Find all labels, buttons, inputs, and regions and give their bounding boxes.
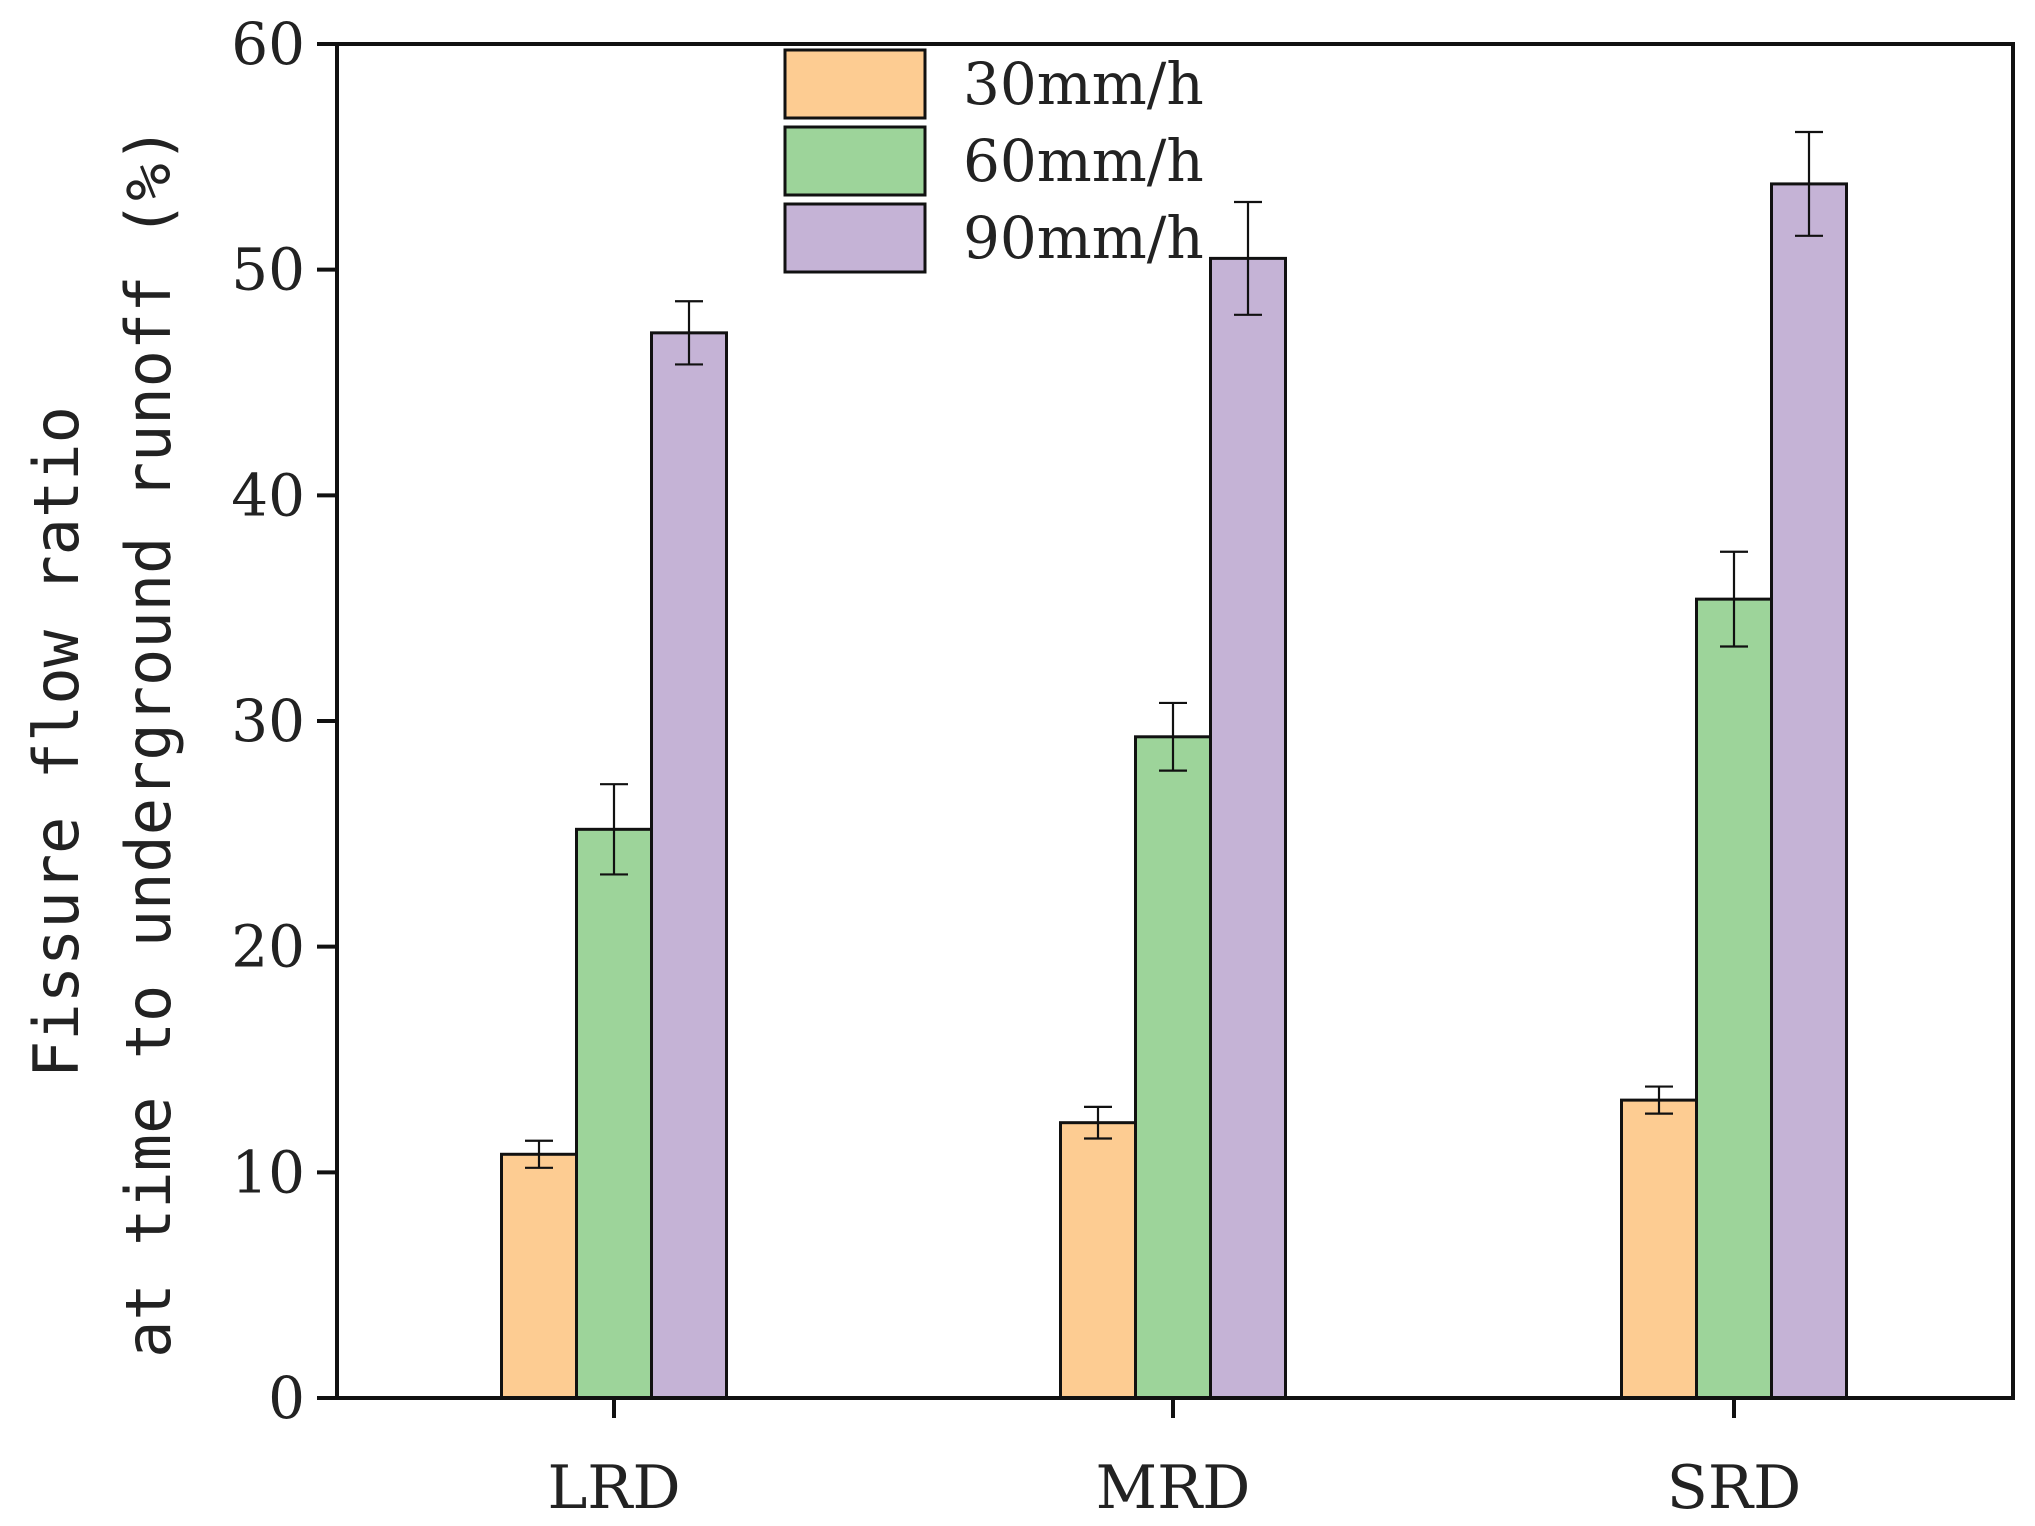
y-tick-label-40: 40 [231,461,305,529]
x-tick-label-mrd: MRD [1096,1453,1251,1523]
plot-area [500,130,1848,1400]
bar-lrd-30mm-h [500,1152,578,1400]
y-tick-label-60: 60 [231,10,305,78]
error-bar-lrd-30mm-h [525,1139,553,1169]
y-tick-label-0: 0 [268,1364,305,1432]
axes: 0 10 20 30 40 50 60 LRD MRD SRD [231,10,2015,1523]
error-bar-mrd-30mm-h [1084,1105,1112,1140]
x-tick-label-srd: SRD [1667,1453,1801,1523]
bar-srd-60mm-h [1695,597,1773,1400]
error-bar-mrd-90mm-h [1234,200,1262,316]
error-bar-srd-30mm-h [1645,1085,1673,1115]
error-bar-srd-60mm-h [1720,550,1748,648]
error-bar-srd-90mm-h [1795,130,1823,237]
y-axis-title-line-2: at time to underground runoff (%) [112,126,185,1358]
legend-label: 90mm/h [963,204,1204,272]
y-tick-label-20: 20 [231,913,305,981]
legend-item-30mm-h: 30mm/h [783,48,1204,120]
legend-label: 30mm/h [963,50,1204,118]
bar-lrd-60mm-h [575,827,653,1400]
legend-swatch [783,48,927,120]
legend-item-90mm-h: 90mm/h [783,202,1204,274]
y-tick-label-10: 10 [231,1138,305,1206]
legend-item-60mm-h: 60mm/h [783,125,1204,197]
legend-label: 60mm/h [963,127,1204,195]
bar-mrd-60mm-h [1134,735,1212,1400]
bar-srd-30mm-h [1620,1098,1698,1400]
error-bar-mrd-60mm-h [1159,701,1187,772]
error-bar-lrd-60mm-h [600,783,628,876]
legend-swatch [783,125,927,197]
bar-srd-90mm-h [1770,182,1848,1400]
bar-mrd-90mm-h [1209,256,1287,1400]
bar-mrd-30mm-h [1059,1121,1137,1400]
legend: 30mm/h 60mm/h 90mm/h [783,48,1204,274]
legend-swatch [783,202,927,274]
y-tick-label-50: 50 [231,236,305,304]
y-tick-label-30: 30 [231,687,305,755]
error-bar-lrd-90mm-h [675,300,703,366]
bar-lrd-90mm-h [650,331,728,1400]
y-axis-title: Fissure flow ratio at time to undergroun… [20,126,185,1358]
y-axis-title-line-1: Fissure flow ratio [20,406,93,1078]
x-tick-label-lrd: LRD [547,1453,680,1523]
